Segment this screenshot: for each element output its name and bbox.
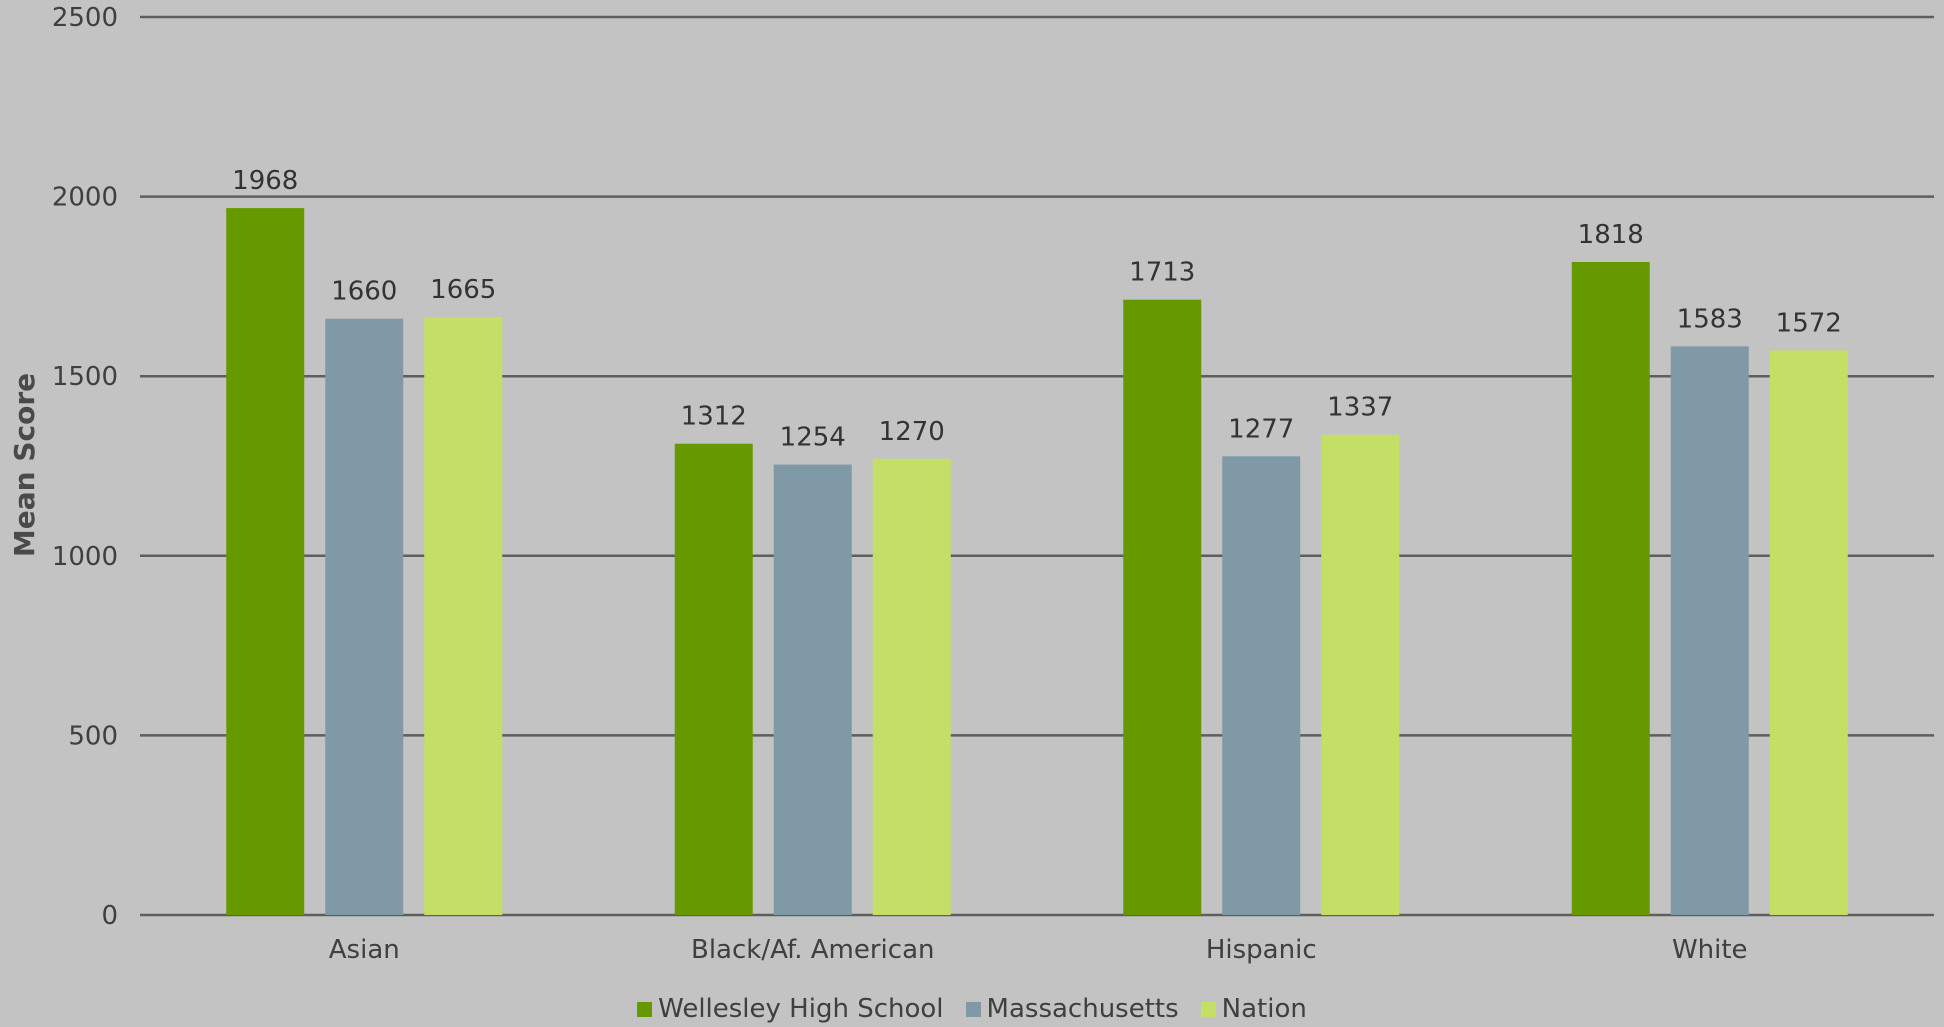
bar xyxy=(1571,261,1650,916)
data-label: 1665 xyxy=(430,275,496,305)
legend-item: Wellesley High School xyxy=(637,994,944,1024)
bar xyxy=(674,443,753,915)
legend-swatch xyxy=(637,1001,653,1017)
bar xyxy=(1222,456,1301,915)
data-label: 1713 xyxy=(1129,258,1195,288)
data-label: 1818 xyxy=(1578,220,1644,250)
y-axis-title: Mean Score xyxy=(8,373,41,557)
y-tick-label: 2000 xyxy=(52,183,118,213)
legend-swatch xyxy=(965,1001,981,1017)
x-category-label: White xyxy=(1672,935,1748,965)
legend-item: Nation xyxy=(1200,994,1307,1024)
y-tick-label: 2500 xyxy=(52,3,118,33)
legend-label: Nation xyxy=(1221,994,1307,1024)
y-tick-label: 1500 xyxy=(52,362,118,392)
legend-label: Wellesley High School xyxy=(658,994,944,1024)
bar xyxy=(773,464,852,915)
gridlines xyxy=(140,15,1934,917)
x-axis-categories: Asian Black/Af. American Hispanic White xyxy=(329,935,1748,965)
legend-label: Massachusetts xyxy=(986,994,1179,1024)
legend-item: Massachusetts xyxy=(965,994,1179,1024)
legend: Wellesley High School Massachusetts Nation xyxy=(0,994,1944,1024)
y-axis-ticks: 0 500 1000 1500 2000 2500 xyxy=(52,3,118,931)
bar xyxy=(1670,346,1749,915)
data-label: 1572 xyxy=(1776,308,1842,338)
x-category-label: Asian xyxy=(329,935,400,965)
data-label: 1277 xyxy=(1228,414,1294,444)
data-label: 1660 xyxy=(331,277,397,307)
bar xyxy=(424,316,503,915)
data-labels: 1968 1660 1665 1312 1254 1270 1713 1277 1337 1818… xyxy=(232,166,1842,452)
bar xyxy=(1321,434,1400,915)
legend-swatch xyxy=(1200,1001,1216,1017)
bar xyxy=(226,208,305,915)
data-label: 1583 xyxy=(1677,304,1743,334)
data-label: 1312 xyxy=(681,402,747,432)
bar xyxy=(1769,350,1848,915)
data-label: 1968 xyxy=(232,166,298,196)
y-tick-label: 0 xyxy=(101,901,118,931)
bar xyxy=(1123,299,1202,915)
y-tick-label: 500 xyxy=(68,721,118,751)
data-label: 1254 xyxy=(780,423,846,453)
data-label: 1270 xyxy=(879,417,945,447)
bar xyxy=(325,318,404,915)
x-category-label: Black/Af. American xyxy=(691,935,934,965)
y-tick-label: 1000 xyxy=(52,542,118,572)
bar xyxy=(872,458,951,915)
x-category-label: Hispanic xyxy=(1206,935,1317,965)
data-label: 1337 xyxy=(1327,393,1393,423)
bars xyxy=(226,208,1848,916)
